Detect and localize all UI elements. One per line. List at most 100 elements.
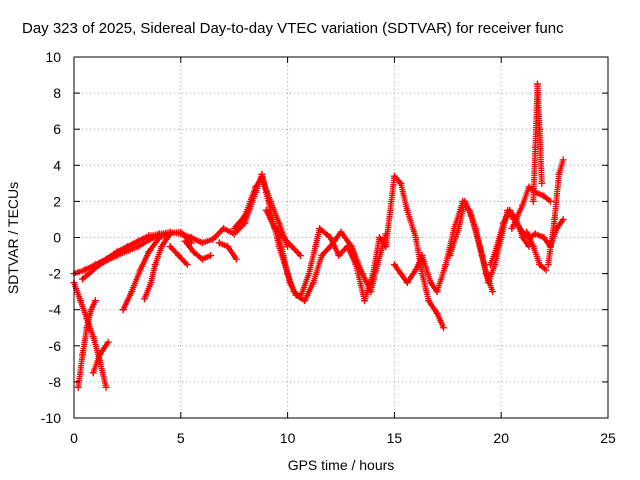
y-tick-label: 4 xyxy=(53,157,61,173)
series-group xyxy=(70,80,567,391)
data-point xyxy=(183,261,191,269)
data-point xyxy=(318,252,326,260)
x-tick-label: 25 xyxy=(600,430,616,446)
data-point xyxy=(267,197,275,205)
data-point xyxy=(305,270,313,278)
data-point xyxy=(559,215,567,223)
data-point xyxy=(279,252,287,260)
data-point xyxy=(292,291,300,299)
data-point xyxy=(209,235,217,243)
data-point xyxy=(523,228,531,236)
data-point xyxy=(104,338,112,346)
data-point xyxy=(175,252,183,260)
data-point xyxy=(427,279,435,287)
data-point xyxy=(102,383,110,391)
data-point xyxy=(151,261,159,269)
data-point xyxy=(390,172,398,180)
data-point xyxy=(79,351,87,359)
data-point xyxy=(446,252,454,260)
series-spike-1 xyxy=(530,81,545,205)
data-point xyxy=(536,261,544,269)
data-point xyxy=(487,261,495,269)
data-point xyxy=(76,297,84,305)
data-point xyxy=(551,215,559,223)
data-point xyxy=(198,239,206,247)
data-point xyxy=(136,266,144,274)
data-point xyxy=(559,156,567,164)
data-point xyxy=(397,179,405,187)
data-point xyxy=(190,248,198,256)
data-point xyxy=(335,252,343,260)
data-point xyxy=(220,224,228,232)
data-point xyxy=(367,288,375,296)
data-point xyxy=(158,243,166,251)
data-point xyxy=(224,243,232,251)
data-point xyxy=(166,243,174,251)
data-point xyxy=(89,369,97,377)
data-point xyxy=(403,206,411,214)
series-dip-1 xyxy=(71,279,109,389)
data-point xyxy=(540,192,548,200)
data-point xyxy=(87,306,95,314)
data-point xyxy=(397,270,405,278)
data-point xyxy=(96,351,104,359)
y-tick-label: -6 xyxy=(49,338,62,354)
data-point xyxy=(418,252,426,260)
data-point xyxy=(519,201,527,209)
data-point xyxy=(241,219,249,227)
data-point xyxy=(529,197,537,205)
data-point xyxy=(140,295,148,303)
data-point xyxy=(454,224,462,232)
data-point xyxy=(89,333,97,341)
x-axis-label: GPS time / hours xyxy=(288,457,395,473)
data-point xyxy=(275,219,283,227)
data-point xyxy=(512,215,520,223)
data-point xyxy=(476,243,484,251)
y-tick-label: 10 xyxy=(45,49,61,65)
data-point xyxy=(91,297,99,305)
data-point xyxy=(412,266,420,274)
data-point xyxy=(412,234,420,241)
x-tick-label: 20 xyxy=(493,430,509,446)
y-tick-label: -2 xyxy=(49,266,62,282)
y-tick-label: 2 xyxy=(53,193,61,209)
data-point xyxy=(544,261,552,269)
data-point xyxy=(309,279,317,287)
data-point xyxy=(358,270,366,278)
y-tick-label: -10 xyxy=(41,410,61,426)
data-point xyxy=(489,288,497,296)
data-point xyxy=(198,255,206,263)
y-tick-label: 6 xyxy=(53,121,61,137)
data-point xyxy=(241,212,249,220)
data-point xyxy=(531,143,539,151)
data-point xyxy=(546,197,554,205)
x-tick-label: 5 xyxy=(177,430,185,446)
data-point xyxy=(326,243,334,251)
data-point xyxy=(207,252,215,260)
data-point xyxy=(252,183,260,191)
y-tick-label: 0 xyxy=(53,230,61,246)
data-point xyxy=(525,183,533,191)
series-spike-2 xyxy=(545,158,566,268)
data-point xyxy=(542,266,550,274)
data-point xyxy=(433,309,441,317)
data-point xyxy=(232,255,240,263)
data-point xyxy=(442,261,450,269)
x-tick-label: 0 xyxy=(70,430,78,446)
data-point xyxy=(482,270,490,278)
y-axis-label: SDTVAR / TECUs xyxy=(5,182,21,294)
data-point xyxy=(286,279,294,287)
data-point xyxy=(147,279,155,287)
data-point xyxy=(531,230,539,238)
data-point xyxy=(79,275,87,283)
y-tick-label: 8 xyxy=(53,85,61,101)
y-tick-label: -8 xyxy=(49,374,62,390)
data-point xyxy=(301,297,309,305)
x-tick-label: 10 xyxy=(280,430,296,446)
data-point xyxy=(96,261,104,269)
data-point xyxy=(540,234,548,241)
data-point xyxy=(390,261,398,269)
data-point xyxy=(155,230,163,238)
data-point xyxy=(271,224,279,232)
data-point xyxy=(519,234,527,241)
